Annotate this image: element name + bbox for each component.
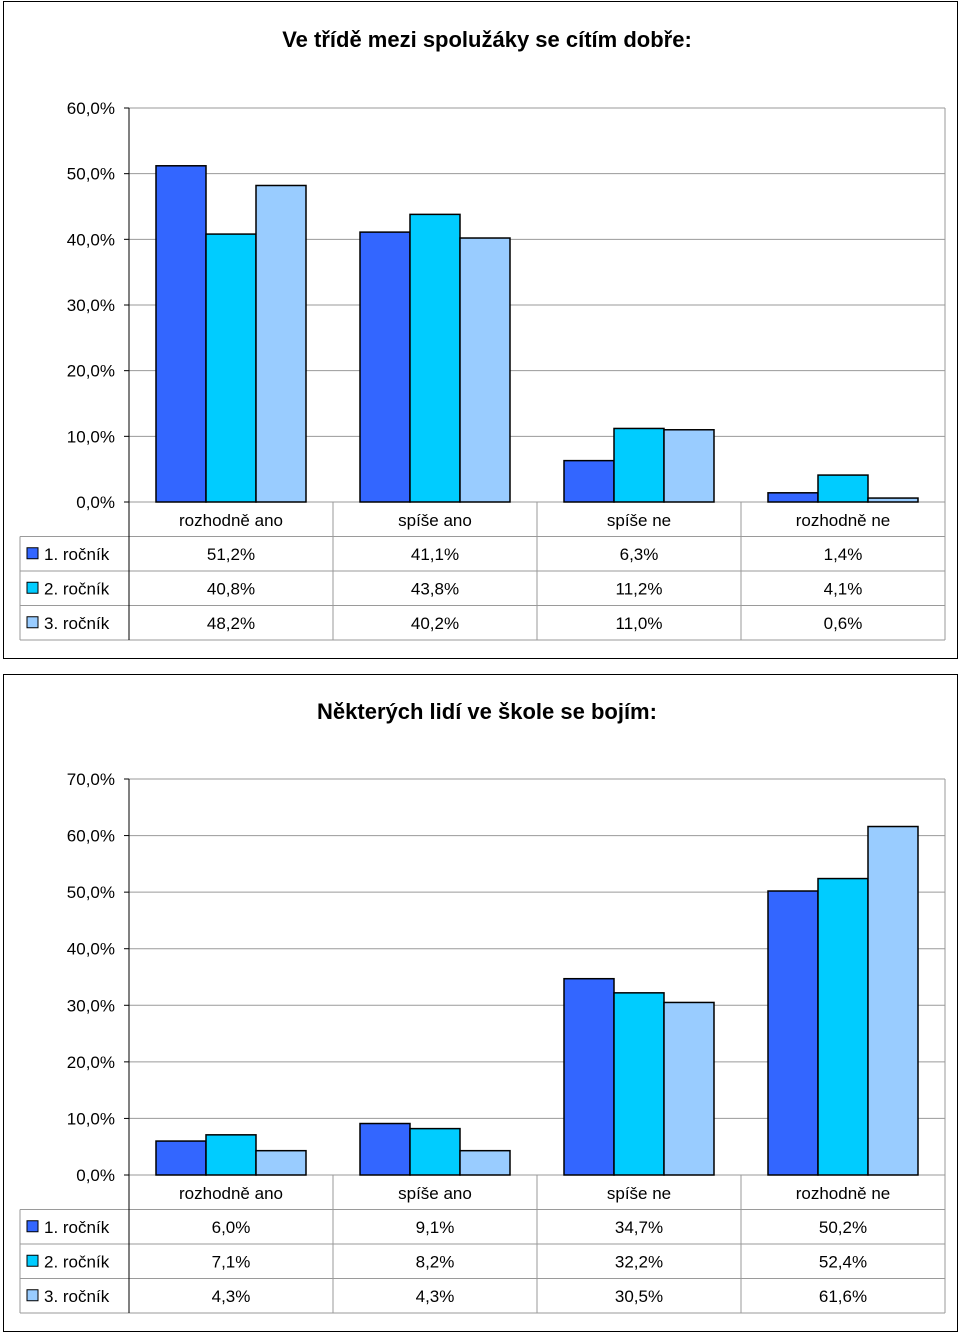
data-table-cell: 34,7% <box>615 1218 663 1237</box>
bar-series-1-2 <box>359 1122 411 1176</box>
data-table-cell: 4,3% <box>416 1287 455 1306</box>
bar-series-1-1 <box>155 165 207 503</box>
bar-series-1-3 <box>563 977 615 1176</box>
data-table-cell: 6,3% <box>620 545 659 564</box>
data-table-cell: 1,4% <box>824 545 863 564</box>
chart-1-svg: Ve třídě mezi spolužáky se cítím dobře: 0… <box>19 27 946 641</box>
data-table-cell: 40,8% <box>207 579 255 598</box>
series-name-label: 3. ročník <box>44 614 110 633</box>
chart-panel-1: Ve třídě mezi spolužáky se cítím dobře: 0… <box>3 1 958 659</box>
bar-series-3-2 <box>459 1149 511 1176</box>
data-table-cell: 52,4% <box>819 1252 867 1271</box>
data-table-cell: 61,6% <box>819 1287 867 1306</box>
bar-series-2-1 <box>205 1134 257 1176</box>
data-table-cell: 48,2% <box>207 614 255 633</box>
series-name-label: 1. ročník <box>44 545 110 564</box>
y-tick-label: 10,0% <box>67 427 115 446</box>
category-label: spíše ne <box>607 1184 671 1203</box>
category-label: rozhodně ne <box>796 511 891 530</box>
data-table-cell: 7,1% <box>212 1252 251 1271</box>
data-table-cell: 8,2% <box>416 1252 455 1271</box>
series-name-label: 1. ročník <box>44 1218 110 1237</box>
data-table-cell: 9,1% <box>416 1218 455 1237</box>
series-name-label: 3. ročník <box>44 1287 110 1306</box>
bar-series-1-4 <box>767 492 819 503</box>
category-label: spíše ne <box>607 511 671 530</box>
bar-series-2-1 <box>205 233 257 503</box>
y-tick-label: 30,0% <box>67 296 115 315</box>
data-table-cell: 30,5% <box>615 1287 663 1306</box>
data-table-cell: 51,2% <box>207 545 255 564</box>
y-tick-label: 40,0% <box>67 940 115 959</box>
data-table-cell: 4,3% <box>212 1287 251 1306</box>
category-label: rozhodně ano <box>179 1184 283 1203</box>
bar-series-1-4 <box>767 890 819 1176</box>
legend-key-series-2 <box>26 581 39 594</box>
chart-panel-2: Některých lidí ve škole se bojím: 0,0% 10,… <box>3 674 958 1332</box>
y-tick-label: 30,0% <box>67 996 115 1015</box>
chart-2-svg: Některých lidí ve škole se bojím: 0,0% 10,… <box>19 699 946 1314</box>
bar-series-3-3 <box>663 1001 715 1176</box>
y-tick-label: 0,0% <box>76 493 115 512</box>
data-table-cell: 6,0% <box>212 1218 251 1237</box>
y-tick-label: 20,0% <box>67 1053 115 1072</box>
bar-series-3-1 <box>255 1149 307 1176</box>
data-table-cell: 32,2% <box>615 1252 663 1271</box>
y-tick-label: 50,0% <box>67 165 115 184</box>
bar-series-2-3 <box>613 992 665 1176</box>
bar-series-2-2 <box>409 213 461 503</box>
y-tick-label: 60,0% <box>67 827 115 846</box>
bar-series-3-2 <box>459 237 511 503</box>
y-tick-label: 40,0% <box>67 230 115 249</box>
y-tick-label: 50,0% <box>67 883 115 902</box>
bar-series-1-2 <box>359 231 411 503</box>
data-table-cell: 0,6% <box>824 614 863 633</box>
bar-series-3-4 <box>867 825 919 1176</box>
y-tick-label: 10,0% <box>67 1109 115 1128</box>
data-table-cell: 11,2% <box>616 579 663 598</box>
data-table-cell: 50,2% <box>819 1218 867 1237</box>
data-table-cell: 43,8% <box>411 579 459 598</box>
series-name-label: 2. ročník <box>44 579 110 598</box>
bar-series-1-1 <box>155 1140 207 1176</box>
data-table-cell: 41,1% <box>411 545 459 564</box>
y-tick-label: 0,0% <box>76 1166 115 1185</box>
y-tick-label: 70,0% <box>67 770 115 789</box>
chart-title: Některých lidí ve škole se bojím: <box>317 699 657 724</box>
legend-key-series-3 <box>26 616 39 629</box>
category-label: spíše ano <box>398 1184 472 1203</box>
bar-series-3-3 <box>663 429 715 503</box>
data-table-cell: 4,1% <box>824 579 863 598</box>
category-label: rozhodně ne <box>796 1184 891 1203</box>
data-table-cell: 11,0% <box>616 614 663 633</box>
chart-title: Ve třídě mezi spolužáky se cítím dobře: <box>282 27 692 52</box>
bar-series-2-4 <box>817 877 869 1176</box>
bar-series-3-1 <box>255 184 307 503</box>
category-label: rozhodně ano <box>179 511 283 530</box>
bar-series-1-3 <box>563 459 615 503</box>
legend-key-series-1 <box>26 1220 39 1233</box>
bar-series-2-2 <box>409 1127 461 1176</box>
legend-key-series-1 <box>26 547 39 560</box>
y-tick-label: 60,0% <box>67 99 115 118</box>
legend-key-series-3 <box>26 1289 39 1302</box>
data-table-cell: 40,2% <box>411 614 459 633</box>
bar-series-2-4 <box>817 474 869 503</box>
bar-series-3-4 <box>867 497 919 503</box>
bar-series-2-3 <box>613 427 665 503</box>
legend-key-series-2 <box>26 1254 39 1267</box>
y-tick-label: 20,0% <box>67 362 115 381</box>
category-label: spíše ano <box>398 511 472 530</box>
series-name-label: 2. ročník <box>44 1252 110 1271</box>
